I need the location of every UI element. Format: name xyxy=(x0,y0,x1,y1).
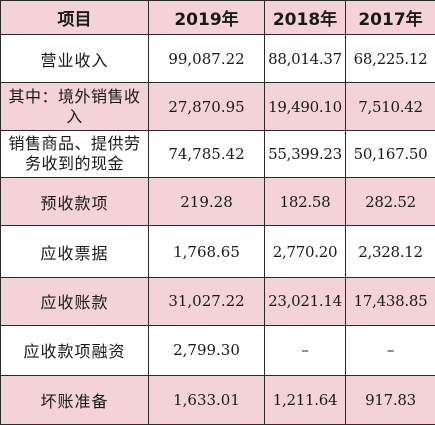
cell-value: 74,785.42 xyxy=(148,129,265,179)
row-label: 营业收入 xyxy=(0,33,149,84)
cell-value: – xyxy=(264,325,346,376)
cell-value: 17,438.85 xyxy=(345,276,435,327)
cell-value: – xyxy=(345,325,435,376)
header-year-2018: 2018年 xyxy=(264,0,346,35)
table-row: 营业收入 99,087.22 88,014.37 68,225.12 xyxy=(0,33,435,84)
table-row: 应收款项融资 2,799.30 – – xyxy=(0,325,435,376)
cell-value: 55,399.23 xyxy=(264,129,346,179)
cell-value: 1,633.01 xyxy=(148,374,265,425)
table-row: 其中：境外销售收入 27,870.95 19,490.10 7,510.42 xyxy=(0,82,435,131)
cell-value: 88,014.37 xyxy=(264,33,346,84)
cell-value: 1,211.64 xyxy=(264,374,346,425)
cell-value: 2,799.30 xyxy=(148,325,265,376)
cell-value: 27,870.95 xyxy=(148,82,265,131)
row-label: 应收票据 xyxy=(0,225,149,278)
row-label: 销售商品、提供劳务收到的现金 xyxy=(0,129,149,179)
table-row: 销售商品、提供劳务收到的现金 74,785.42 55,399.23 50,16… xyxy=(0,129,435,179)
cell-value: 99,087.22 xyxy=(148,33,265,84)
cell-value: 182.58 xyxy=(264,177,346,227)
row-label: 预收款项 xyxy=(0,177,149,227)
cell-value: 282.52 xyxy=(345,177,435,227)
row-label: 应收款项融资 xyxy=(0,325,149,376)
table-row: 坏账准备 1,633.01 1,211.64 917.83 xyxy=(0,374,435,425)
table-row: 应收账款 31,027.22 23,021.14 17,438.85 xyxy=(0,276,435,327)
cell-value: 1,768.65 xyxy=(148,225,265,278)
cell-value: 31,027.22 xyxy=(148,276,265,327)
cell-value: 19,490.10 xyxy=(264,82,346,131)
cell-value: 23,021.14 xyxy=(264,276,346,327)
row-label: 应收账款 xyxy=(0,276,149,327)
cell-value: 2,770.20 xyxy=(264,225,346,278)
row-label: 坏账准备 xyxy=(0,374,149,425)
header-item: 项目 xyxy=(0,0,149,35)
table-row: 应收票据 1,768.65 2,770.20 2,328.12 xyxy=(0,225,435,278)
header-year-2019: 2019年 xyxy=(148,0,265,35)
cell-value: 917.83 xyxy=(345,374,435,425)
table-row: 预收款项 219.28 182.58 282.52 xyxy=(0,177,435,227)
cell-value: 50,167.50 xyxy=(345,129,435,179)
cell-value: 7,510.42 xyxy=(345,82,435,131)
cell-value: 2,328.12 xyxy=(345,225,435,278)
header-row: 项目 2019年 2018年 2017年 xyxy=(0,0,435,35)
cell-value: 68,225.12 xyxy=(345,33,435,84)
row-label: 其中：境外销售收入 xyxy=(0,82,149,131)
cell-value: 219.28 xyxy=(148,177,265,227)
header-year-2017: 2017年 xyxy=(345,0,435,35)
